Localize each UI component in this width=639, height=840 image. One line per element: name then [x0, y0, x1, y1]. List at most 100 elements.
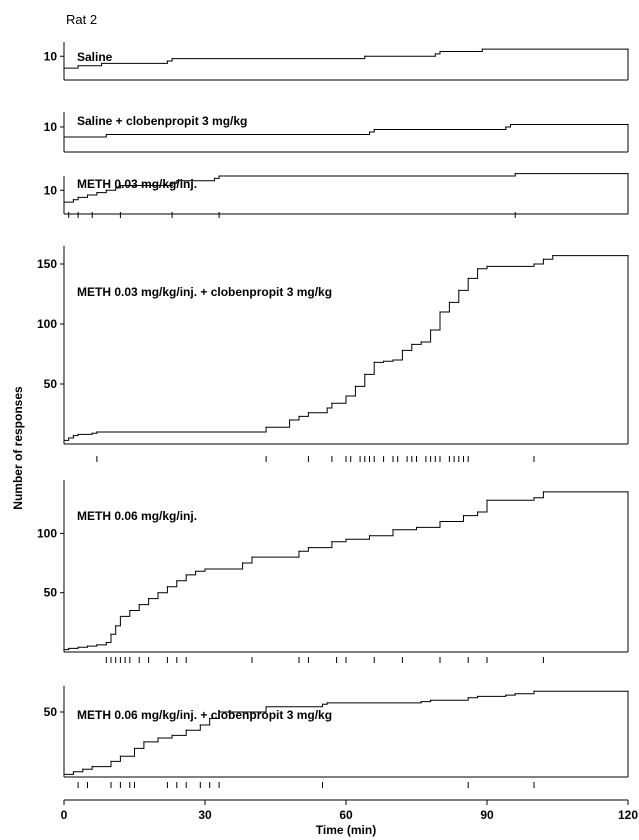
data-point	[533, 690, 535, 692]
data-point	[448, 301, 450, 303]
data-point	[514, 693, 516, 695]
data-point	[119, 755, 121, 757]
data-point	[110, 633, 112, 635]
cumulative-record-line	[64, 48, 629, 80]
data-point	[383, 360, 385, 362]
data-point	[213, 177, 215, 179]
data-point	[143, 741, 145, 743]
cumulative-record-line	[64, 124, 629, 152]
data-point	[148, 598, 150, 600]
data-point	[185, 574, 187, 576]
panel-label: METH 0.03 mg/kg/inj. + clobenpropit 3 mg…	[77, 285, 332, 299]
figure-title: Rat 2	[66, 12, 97, 27]
panel-2: 10 Saline + clobenpropit 3 mg/kg	[44, 112, 629, 153]
data-point	[72, 199, 74, 201]
data-point	[430, 699, 432, 701]
data-point	[115, 187, 117, 189]
data-point	[105, 189, 107, 191]
data-point	[260, 431, 262, 433]
data-point	[542, 491, 545, 493]
y-tick-label: 10	[44, 120, 58, 134]
data-point	[627, 48, 629, 50]
data-point	[415, 526, 418, 529]
data-point	[307, 547, 309, 549]
data-point	[138, 603, 140, 606]
panel-4: 50 100 150 METH 0.03 mg/kg/inj. + clobenpro…	[37, 246, 629, 462]
data-point	[373, 361, 375, 363]
panel-label: METH 0.03 mg/kg/inj.	[77, 177, 197, 191]
data-point	[133, 747, 136, 750]
data-point	[326, 407, 328, 409]
data-point	[91, 766, 93, 768]
y-tick-label: 150	[37, 257, 57, 271]
data-point	[364, 55, 366, 57]
data-point	[218, 711, 220, 713]
data-point	[195, 570, 197, 572]
data-point	[477, 695, 479, 698]
data-point	[171, 182, 173, 184]
data-point	[115, 625, 117, 627]
data-point	[486, 265, 488, 267]
data-point	[77, 433, 79, 435]
data-point	[199, 724, 201, 726]
data-point	[462, 514, 465, 517]
y-tick-label: 100	[37, 526, 57, 540]
panel-label: METH 0.06 mg/kg/inj.	[77, 509, 197, 523]
data-point	[86, 645, 89, 647]
y-tick-label: 50	[44, 377, 58, 391]
y-axis-label: Number of responses	[11, 386, 25, 510]
data-point	[105, 133, 107, 136]
data-point	[176, 580, 178, 582]
data-point	[166, 586, 168, 588]
data-point	[627, 491, 629, 493]
data-point	[251, 556, 253, 558]
data-point	[157, 737, 159, 739]
data-point	[420, 341, 422, 343]
data-point	[509, 123, 512, 126]
cumulative-record-line	[64, 173, 629, 214]
x-tick-label: 90	[480, 808, 494, 822]
data-point	[68, 437, 70, 439]
data-point	[63, 439, 65, 441]
x-tick-label: 0	[61, 808, 68, 822]
data-point	[218, 175, 220, 177]
panel-label: Saline + clobenpropit 3 mg/kg	[77, 114, 247, 128]
data-point	[265, 426, 267, 428]
data-point	[91, 432, 93, 434]
data-point	[72, 435, 74, 437]
data-point	[63, 649, 65, 651]
data-point	[204, 568, 206, 570]
data-point	[411, 343, 413, 345]
data-point	[439, 311, 441, 313]
data-point	[326, 702, 328, 704]
data-point	[101, 62, 103, 64]
data-point	[68, 647, 70, 650]
data-point	[298, 415, 300, 417]
panel-3: 10 METH 0.03 mg/kg/inj.	[44, 173, 629, 218]
data-point	[96, 644, 98, 646]
data-point	[77, 65, 79, 67]
data-point	[509, 175, 512, 177]
data-point	[505, 126, 507, 128]
x-tick-label: 120	[618, 808, 638, 822]
data-point	[119, 615, 121, 618]
data-point	[110, 760, 112, 763]
x-axis: 0 30 60 90 120	[61, 799, 638, 822]
data-point	[364, 373, 366, 375]
data-point	[307, 412, 309, 414]
panel-1: 10 Saline	[44, 42, 629, 81]
data-point	[72, 771, 74, 773]
data-point	[533, 263, 535, 265]
data-point	[477, 50, 479, 53]
data-point	[514, 173, 516, 175]
data-point	[321, 703, 324, 705]
panel-6: 50 METH 0.06 mg/kg/inj. + clobenpropit 3 …	[44, 686, 629, 788]
data-point	[289, 419, 291, 421]
data-point	[354, 385, 356, 387]
data-point	[105, 641, 107, 644]
data-point	[82, 768, 84, 770]
x-tick-label: 30	[198, 808, 212, 822]
data-point	[63, 67, 65, 69]
